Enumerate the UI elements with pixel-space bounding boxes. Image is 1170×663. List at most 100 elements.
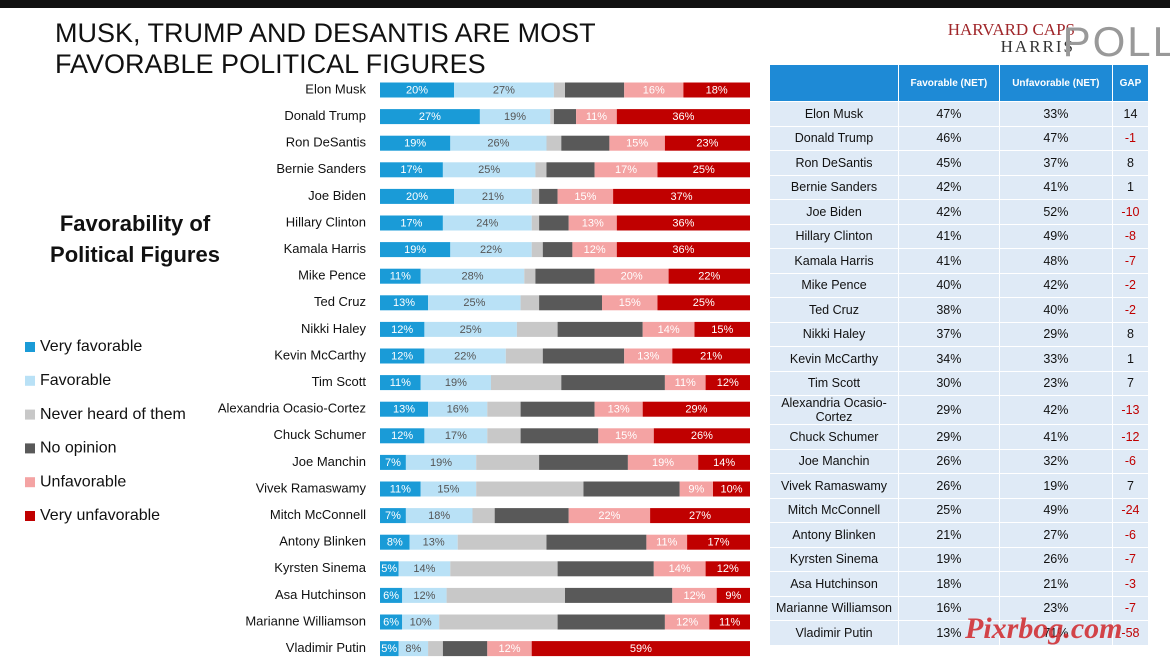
data-label: 18% (706, 84, 728, 96)
bar-segment (705, 561, 750, 577)
bar-segment (664, 135, 750, 151)
data-label: 16% (643, 84, 665, 96)
category-label: Ron DeSantis (286, 135, 367, 150)
bar-segment (472, 508, 495, 524)
bar-segment (668, 268, 750, 284)
table-cell: -7 (1111, 546, 1150, 572)
table-cell: Kevin McCarthy (769, 346, 899, 372)
table-cell: -13 (1111, 395, 1150, 425)
bar-segment (557, 561, 654, 577)
category-label: Vivek Ramaswamy (256, 480, 367, 495)
table-cell: -7 (1111, 595, 1150, 621)
category-label: Kamala Harris (284, 241, 367, 256)
table-cell: Joe Manchin (769, 448, 899, 474)
bar-segment (535, 268, 595, 284)
table-cell: 29% (898, 424, 1000, 450)
bar-segment (546, 534, 647, 550)
data-label: 25% (460, 324, 482, 336)
bar-segment (557, 321, 643, 337)
data-label: 11% (675, 377, 696, 389)
data-label: 6% (383, 616, 399, 628)
table-cell: 13% (898, 620, 1000, 646)
data-label: 19% (404, 138, 426, 150)
table-cell: Tim Scott (769, 370, 899, 396)
table-cell: -2 (1111, 297, 1150, 323)
bar-segment (672, 348, 750, 364)
bar-segment (664, 614, 710, 630)
bar-segment (380, 534, 410, 550)
data-label: 12% (717, 563, 739, 575)
data-label: 25% (463, 297, 485, 309)
table-cell: -8 (1111, 223, 1150, 249)
bar-segment (624, 348, 673, 364)
table-row: Antony Blinken 21% 27% -6 (769, 522, 1150, 548)
legend-swatch (25, 443, 35, 454)
table-row: Chuck Schumer 29% 41% -12 (769, 424, 1150, 450)
legend-swatch (25, 342, 35, 352)
data-label: 22% (598, 510, 620, 522)
header-row: Favorable (NET) Unfavorable (NET) GAP (769, 64, 1150, 102)
table-row: Donald Trump 46% 47% -1 (769, 125, 1150, 151)
top-bar (0, 0, 1170, 8)
bar-segment (380, 82, 454, 98)
table-row: Nikki Haley 37% 29% 8 (769, 321, 1150, 347)
bar-segment (542, 348, 625, 364)
table-cell: Ted Cruz (769, 297, 899, 323)
bar-segment (380, 135, 451, 151)
data-label: 8% (405, 643, 421, 655)
table-cell: Asa Hutchinson (769, 571, 899, 597)
category-label: Marianne Williamson (245, 613, 366, 628)
table-cell: 41% (898, 248, 1000, 274)
bar-segment (594, 162, 658, 178)
table-cell: 23% (998, 370, 1113, 396)
data-label: 12% (413, 590, 435, 602)
legend-label: No opinion (40, 440, 117, 457)
bar-segment (531, 215, 540, 231)
table-cell: 49% (998, 497, 1113, 523)
bar-segment (380, 242, 451, 258)
table-cell: -10 (1111, 199, 1150, 225)
table-cell: 45% (898, 150, 1000, 176)
data-label: 11% (390, 377, 411, 389)
table-cell: 26% (998, 546, 1113, 572)
legend-swatch (25, 477, 35, 488)
data-label: 26% (691, 430, 713, 442)
bar-segment (380, 321, 425, 337)
bar-segment (698, 454, 750, 470)
category-label: Kevin McCarthy (274, 347, 366, 362)
data-label: 19% (430, 457, 452, 469)
table-cell: -1 (1111, 125, 1150, 151)
table-cell: 7 (1111, 473, 1150, 499)
category-label: Chuck Schumer (274, 427, 367, 442)
title: MUSK, TRUMP AND DESANTIS ARE MOST FAVORA… (55, 18, 596, 79)
table-cell: Antony Blinken (769, 522, 899, 548)
data-label: 15% (711, 324, 733, 336)
bar-segment (542, 242, 573, 258)
data-label: 12% (391, 324, 413, 336)
table-cell: 40% (998, 297, 1113, 323)
bar-segment (450, 135, 547, 151)
bar-segment (546, 162, 595, 178)
table-cell: 41% (998, 174, 1113, 200)
table-row: Marianne Williamson 16% 23% -7 (769, 595, 1150, 621)
table: Favorable (NET) Unfavorable (NET) GAP Elon … (769, 64, 1150, 646)
table-row: Alexandria Ocasio-Cortez 29% 42% -13 (769, 395, 1150, 425)
bar-segment (405, 454, 477, 470)
legend-label: Unfavorable (40, 473, 126, 490)
data-label: 5% (381, 563, 397, 575)
table-cell: 33% (998, 346, 1113, 372)
bar-segment (709, 614, 750, 630)
data-label: 36% (672, 217, 694, 229)
data-label: 12% (498, 643, 520, 655)
bar-segment (683, 82, 750, 98)
table-row: Kamala Harris 41% 48% -7 (769, 248, 1150, 274)
table-row: Elon Musk 47% 33% 14 (769, 101, 1150, 127)
chart-title: Favorability of Political Figures (50, 211, 220, 267)
table-cell: Kamala Harris (769, 248, 899, 274)
category-label: Vladimir Putin (286, 640, 366, 655)
data-label: 13% (582, 217, 604, 229)
data-label: 15% (574, 191, 596, 203)
bar-segment (380, 428, 425, 444)
bar-segment (657, 162, 750, 178)
bar-segment (520, 295, 540, 311)
